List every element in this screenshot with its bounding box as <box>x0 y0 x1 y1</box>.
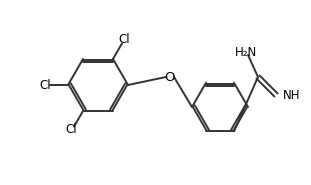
Text: Cl: Cl <box>39 78 51 92</box>
Text: Cl: Cl <box>66 123 77 136</box>
Text: Cl: Cl <box>118 33 130 46</box>
Text: NH: NH <box>283 88 300 102</box>
Text: O: O <box>165 70 175 83</box>
Text: H₂N: H₂N <box>235 46 257 59</box>
